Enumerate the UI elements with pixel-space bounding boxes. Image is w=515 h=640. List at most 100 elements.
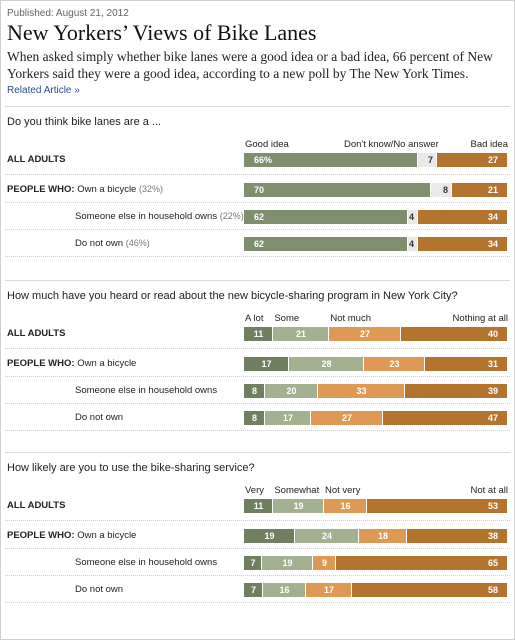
bar-segment xyxy=(408,237,417,251)
bar-value-label: 17 xyxy=(282,413,293,423)
bar-value-label: 34 xyxy=(487,239,498,249)
row-divider xyxy=(5,602,510,603)
bar-segment xyxy=(383,411,507,425)
bar-segment xyxy=(273,327,328,341)
row-label: ALL ADULTS xyxy=(7,328,65,339)
bar-value-label: 19 xyxy=(264,531,275,541)
row-divider xyxy=(5,403,510,404)
row-category: Someone else in household owns xyxy=(75,211,218,222)
bar-segment xyxy=(367,499,507,513)
row-divider xyxy=(5,575,510,576)
row-label: PEOPLE WHO: Own a bicycle xyxy=(7,530,136,541)
chart-question: How likely are you to use the bike-shari… xyxy=(7,462,255,474)
bar-segment xyxy=(352,583,507,597)
bar-segment xyxy=(431,183,451,197)
bar-value-label: 20 xyxy=(286,386,297,396)
bar-value-label: 24 xyxy=(321,531,332,541)
bar-segment xyxy=(244,384,264,398)
bar-value-label: 27 xyxy=(487,155,498,165)
row-label: Do not own xyxy=(75,412,123,423)
bar-segment xyxy=(329,327,400,341)
bar-value-label: 39 xyxy=(487,386,498,396)
row-label: ALL ADULTS xyxy=(7,154,65,165)
row-divider xyxy=(5,430,510,431)
chart-question: Do you think bike lanes are a ... xyxy=(7,116,162,128)
bar-value-label: 4 xyxy=(408,212,414,222)
bar-segment xyxy=(313,556,335,570)
bar-value-label: 4 xyxy=(408,239,414,249)
row-category: Own a bicycle xyxy=(77,358,137,369)
bar-segment xyxy=(244,183,430,197)
bar-segment xyxy=(425,357,507,371)
bar-segment xyxy=(244,583,262,597)
bar-segment xyxy=(244,556,261,570)
bar-value-label: 47 xyxy=(487,413,498,423)
bar-segment xyxy=(244,237,407,251)
row-category: Own a bicycle xyxy=(77,530,137,541)
lead-paragraph: When asked simply whether bike lanes wer… xyxy=(7,49,493,81)
legend-label: Good idea xyxy=(245,139,289,150)
bar-segment xyxy=(265,411,310,425)
bar-value-label: 58 xyxy=(487,585,498,595)
bar-value-label: 38 xyxy=(487,531,498,541)
group-prefix: PEOPLE WHO: xyxy=(7,358,75,369)
group-prefix: PEOPLE WHO: xyxy=(7,184,75,195)
bar-value-label: 19 xyxy=(293,501,304,511)
bar-value-label: 66% xyxy=(254,155,273,165)
bar-segment xyxy=(263,583,305,597)
bar-value-label: 8 xyxy=(251,386,257,396)
row-label: Someone else in household owns (22%) xyxy=(75,211,244,222)
legend-label: Not at all xyxy=(470,485,509,496)
row-category: Someone else in household owns xyxy=(75,385,218,396)
bar-segment xyxy=(262,556,312,570)
row-category: Do not own xyxy=(75,412,124,423)
chart-question: How much have you heard or read about th… xyxy=(7,290,458,302)
bar-value-label: 28 xyxy=(321,359,332,369)
legend-label: Not much xyxy=(330,313,371,324)
bar-segment xyxy=(244,499,272,513)
bar-segment xyxy=(244,327,272,341)
bar-segment xyxy=(408,210,417,224)
bar-segment xyxy=(418,153,436,167)
row-category: ALL ADULTS xyxy=(7,500,66,511)
bar-value-label: 7 xyxy=(427,155,433,165)
legend-label: Nothing at all xyxy=(452,313,508,324)
row-divider xyxy=(5,174,510,175)
bar-segment xyxy=(336,556,507,570)
row-label: Someone else in household owns xyxy=(75,557,217,568)
legend-label: Don't know/No answer xyxy=(343,139,439,150)
legend-label: A lot xyxy=(245,313,264,324)
row-divider xyxy=(5,376,510,377)
bar-segment xyxy=(437,153,507,167)
bar-value-label: 16 xyxy=(340,501,351,511)
row-category: ALL ADULTS xyxy=(7,328,66,339)
bar-value-label: 7 xyxy=(250,585,256,595)
section-divider xyxy=(5,106,510,107)
related-article-link[interactable]: Related Article » xyxy=(7,85,80,96)
page-title: New Yorkers’ Views of Bike Lanes xyxy=(7,20,317,45)
bar-segment xyxy=(359,529,406,543)
bar-value-label: 53 xyxy=(487,501,498,511)
row-divider xyxy=(5,520,510,521)
bar-value-label: 11 xyxy=(253,329,264,339)
bar-value-label: 7 xyxy=(250,558,256,568)
bar-value-label: 16 xyxy=(279,585,290,595)
bar-segment xyxy=(324,499,366,513)
bar-value-label: 8 xyxy=(442,185,448,195)
row-label: Do not own xyxy=(75,584,123,595)
bar-segment xyxy=(401,327,507,341)
bar-segment xyxy=(418,237,507,251)
bar-segment xyxy=(244,210,407,224)
row-category: ALL ADULTS xyxy=(7,154,66,165)
legend-label: Somewhat xyxy=(274,485,320,496)
bar-value-label: 21 xyxy=(487,185,498,195)
bar-segment xyxy=(407,529,507,543)
bar-segment xyxy=(244,411,264,425)
published-date: Published: August 21, 2012 xyxy=(7,8,129,19)
group-prefix: PEOPLE WHO: xyxy=(7,530,75,541)
bar-value-label: 27 xyxy=(341,413,352,423)
bar-value-label: 33 xyxy=(356,386,367,396)
row-label: PEOPLE WHO: Own a bicycle (32%) xyxy=(7,184,163,195)
row-divider xyxy=(5,229,510,230)
bar-value-label: 70 xyxy=(254,185,265,195)
